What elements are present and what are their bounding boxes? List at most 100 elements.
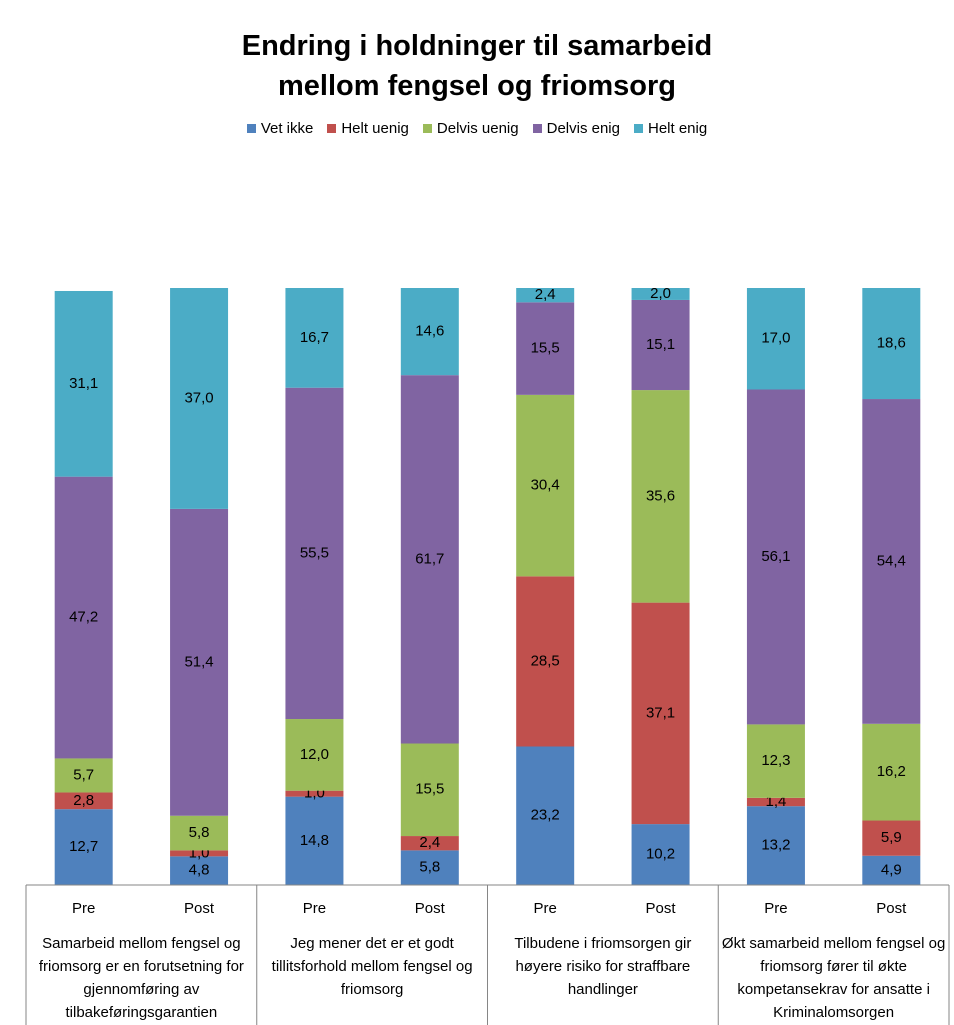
data-label: 14,8 bbox=[300, 832, 329, 849]
group-label: Samarbeid mellom fengsel og friomsorg er… bbox=[38, 935, 244, 1021]
data-label: 10,2 bbox=[646, 846, 675, 863]
bar-segment bbox=[631, 824, 690, 885]
bar-segment bbox=[516, 302, 575, 395]
bar-segment bbox=[170, 815, 229, 851]
x-tick-label: Pre bbox=[764, 900, 787, 917]
data-label: 5,8 bbox=[419, 859, 440, 876]
data-label: 2,4 bbox=[535, 286, 556, 303]
legend-swatch bbox=[422, 124, 432, 133]
legend-swatch bbox=[633, 124, 643, 133]
data-label: 2,4 bbox=[419, 834, 440, 851]
x-tick-label: Post bbox=[876, 900, 907, 917]
legend-label: Vet ikke bbox=[260, 120, 314, 137]
data-label: 12,3 bbox=[761, 752, 790, 769]
bar-segment bbox=[285, 288, 344, 388]
legend-label: Delvis uenig bbox=[436, 120, 519, 137]
bar-segment bbox=[516, 746, 575, 885]
bar-segment bbox=[400, 743, 459, 837]
data-label: 4,8 bbox=[189, 862, 210, 879]
bar-segment bbox=[170, 508, 229, 816]
data-label: 12,7 bbox=[69, 838, 98, 855]
bar-segment bbox=[746, 806, 805, 885]
bar-segment bbox=[400, 836, 459, 851]
chart-title: Endring i holdninger til samarbeid mello… bbox=[241, 30, 713, 102]
data-label: 2,0 bbox=[650, 285, 671, 302]
legend-item: Helt enig bbox=[633, 120, 708, 137]
legend: Vet ikke Helt uenig Delvis uenig Delvis eni… bbox=[0, 120, 954, 137]
bar-segment bbox=[170, 850, 229, 857]
bar-segment bbox=[862, 723, 921, 821]
bar-segment bbox=[54, 809, 113, 885]
data-label: 18,6 bbox=[877, 334, 906, 351]
x-tick-label: Post bbox=[184, 900, 215, 917]
data-label: 5,9 bbox=[881, 829, 902, 846]
data-label: 30,4 bbox=[531, 477, 560, 494]
legend-swatch bbox=[246, 124, 256, 133]
legend-item: Delvis enig bbox=[532, 120, 620, 137]
data-label: 5,8 bbox=[189, 824, 210, 841]
bar-segment bbox=[285, 719, 344, 791]
legend-item: Vet ikke bbox=[246, 120, 314, 137]
x-tick-label: Post bbox=[415, 900, 446, 917]
data-label: 15,1 bbox=[646, 336, 675, 353]
data-label: 14,6 bbox=[415, 323, 444, 340]
data-label: 17,0 bbox=[761, 330, 790, 347]
data-label: 13,2 bbox=[761, 837, 790, 854]
x-tick-label: Pre bbox=[72, 900, 95, 917]
bar-segment bbox=[746, 797, 805, 807]
data-label: 12,0 bbox=[300, 746, 329, 763]
legend-item: Helt uenig bbox=[327, 120, 409, 137]
data-label: 31,1 bbox=[69, 375, 98, 392]
data-label: 56,1 bbox=[761, 548, 790, 565]
bar-segment bbox=[746, 288, 805, 390]
legend-label: Helt uenig bbox=[341, 120, 409, 137]
bar-segment bbox=[746, 724, 805, 798]
data-label: 47,2 bbox=[69, 609, 98, 626]
data-label: 37,0 bbox=[184, 389, 213, 406]
data-label: 5,7 bbox=[73, 766, 94, 783]
bar-segment bbox=[746, 389, 805, 725]
data-label: 55,5 bbox=[300, 544, 329, 561]
data-label: 61,7 bbox=[415, 550, 444, 567]
bar-segment bbox=[400, 288, 459, 376]
data-label: 35,6 bbox=[646, 487, 675, 504]
x-tick-label: Post bbox=[646, 900, 677, 917]
legend-item: Delvis uenig bbox=[422, 120, 519, 137]
bar-segment bbox=[862, 399, 921, 724]
data-label: 37,1 bbox=[646, 704, 675, 721]
bar-segment bbox=[54, 290, 113, 477]
bar-segment bbox=[54, 758, 113, 793]
bar-segment bbox=[170, 856, 229, 885]
data-label: 15,5 bbox=[531, 340, 560, 357]
bar-segment bbox=[285, 790, 344, 797]
data-label: 4,9 bbox=[881, 861, 902, 878]
group-label: Økt samarbeid mellom fengsel og friomsor… bbox=[721, 935, 946, 1021]
x-tick-label: Pre bbox=[534, 900, 557, 917]
group-label: Tilbudene i friomsorgen gir høyere risik… bbox=[514, 935, 692, 998]
data-label: 15,5 bbox=[415, 781, 444, 798]
bar-segment bbox=[862, 820, 921, 856]
bar-segment bbox=[862, 855, 921, 885]
data-label: 16,7 bbox=[300, 329, 329, 346]
bar-segment bbox=[516, 576, 575, 747]
bar-segment bbox=[285, 387, 344, 720]
data-label: 23,2 bbox=[531, 807, 560, 824]
data-label: 51,4 bbox=[184, 653, 213, 670]
bar-segment bbox=[400, 850, 459, 885]
bar-segment bbox=[631, 602, 690, 825]
legend-label: Delvis enig bbox=[546, 120, 620, 137]
legend-label: Helt enig bbox=[647, 120, 708, 137]
x-tick-label: Pre bbox=[303, 900, 326, 917]
group-label: Jeg mener det er et godt tillitsforhold … bbox=[271, 935, 473, 998]
bar-segment bbox=[400, 375, 459, 744]
bar-segment bbox=[631, 288, 690, 300]
data-label: 28,5 bbox=[531, 652, 560, 669]
legend-swatch bbox=[532, 124, 542, 133]
bar-segment bbox=[170, 288, 229, 509]
data-label: 54,4 bbox=[877, 552, 906, 569]
bar-segment bbox=[54, 476, 113, 759]
bar-segment bbox=[54, 792, 113, 810]
bar-segment bbox=[285, 796, 344, 885]
